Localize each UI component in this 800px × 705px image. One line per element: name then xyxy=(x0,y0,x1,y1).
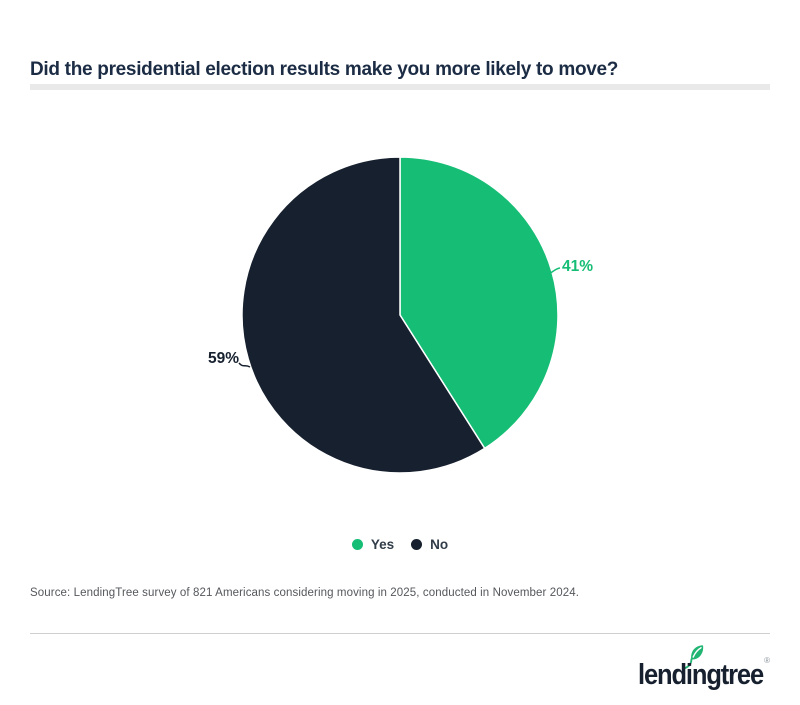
source-note: Source: LendingTree survey of 821 Americ… xyxy=(30,587,580,599)
legend-item-yes: Yes xyxy=(351,537,395,552)
chart-legend: Yes No xyxy=(0,537,800,552)
wordmark-text: lendingtree xyxy=(638,659,764,691)
lendingtree-logo: lendingtree ® xyxy=(610,643,770,693)
pie-slice-no xyxy=(241,156,486,474)
chart-title: Did the presidential election results ma… xyxy=(30,58,619,80)
title-accent-bar xyxy=(30,84,770,90)
slice-label-no: 59% xyxy=(208,350,239,367)
legend-swatch-yes xyxy=(351,539,363,550)
slice-label-yes: 41% xyxy=(562,258,593,275)
pie-chart: 41% 59% xyxy=(208,156,593,474)
leaf-icon xyxy=(684,645,704,669)
footer-divider xyxy=(30,633,770,634)
label-leader-line-yes xyxy=(543,267,561,276)
registered-trademark-icon: ® xyxy=(764,656,770,665)
label-leader-line-no xyxy=(238,362,251,368)
legend-label-yes: Yes xyxy=(370,537,395,552)
pie-slice-yes xyxy=(399,156,559,450)
pie-slices xyxy=(241,156,559,474)
legend-label-no: No xyxy=(430,537,449,552)
legend-item-no: No xyxy=(411,537,448,552)
legend-swatch-no xyxy=(411,539,423,550)
